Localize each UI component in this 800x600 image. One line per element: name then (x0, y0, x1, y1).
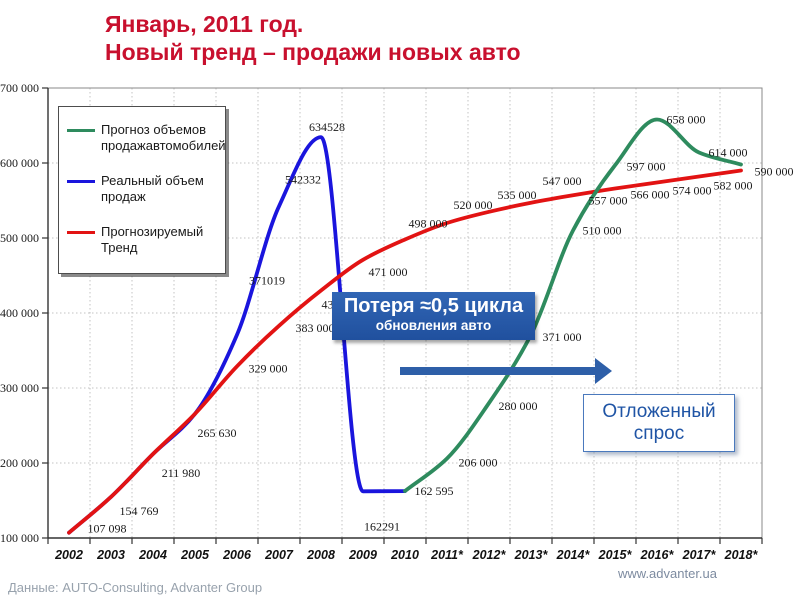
data-label-forecast-line-2010: 162 595 (415, 484, 454, 498)
svg-text:100 000: 100 000 (0, 531, 39, 545)
right-arrow-head (595, 358, 612, 384)
deferred-demand-box: Отложенный спрос (583, 394, 735, 452)
x-tick-2016*: 2016* (640, 548, 675, 562)
data-label-forecast-line-2012*: 280 000 (499, 399, 538, 413)
svg-text:700 000: 700 000 (0, 81, 39, 95)
data-label-trend-line-2016*: 574 000 (673, 184, 712, 198)
legend-label-forecast: Прогноз объемов продажавтомобилей (101, 122, 226, 153)
data-label-forecast-line-2011*: 206 000 (459, 456, 498, 470)
x-tick-2012*: 2012* (472, 548, 507, 562)
svg-text:400 000: 400 000 (0, 306, 39, 320)
svg-text:300 000: 300 000 (0, 381, 39, 395)
forecast-line-swatch (67, 129, 95, 132)
x-tick-2014*: 2014* (556, 548, 591, 562)
data-label-real-sales-line-2006: 371019 (249, 274, 285, 288)
data-label-trend-line-2009: 471 000 (369, 265, 408, 279)
trend-line-swatch (67, 231, 95, 234)
data-label-trend-line-2011*: 520 000 (454, 198, 493, 212)
svg-text:200 000: 200 000 (0, 456, 39, 470)
x-tick-2003: 2003 (96, 548, 125, 562)
x-tick-2011*: 2011* (430, 548, 464, 562)
data-label-trend-line-2018*: 590 000 (755, 165, 794, 179)
real-line-swatch (67, 180, 95, 183)
legend-item-forecast: Прогноз объемов продажавтомобилей (67, 122, 226, 154)
data-label-forecast-line-2014*: 510 000 (583, 224, 622, 238)
data-label-trend-line-2010: 498 000 (409, 217, 448, 231)
slide-title-line1: Январь, 2011 год. (105, 11, 304, 37)
data-label-real-sales-line-2009: 162291 (364, 519, 400, 533)
data-label-real-sales-line-2004: 211 980 (162, 466, 201, 480)
legend-item-real: Реальный объем продаж (67, 173, 219, 205)
data-label-trend-line-2017*: 582 000 (714, 179, 753, 193)
data-label-real-sales-line-2002: 107 098 (88, 522, 127, 536)
data-label-real-sales-line-2008: 634528 (309, 120, 345, 134)
svg-text:500 000: 500 000 (0, 231, 39, 245)
forecast-line (403, 117, 743, 493)
svg-text:600 000: 600 000 (0, 156, 39, 170)
x-tick-2009: 2009 (348, 548, 377, 562)
data-label-real-sales-line-2003: 154 769 (120, 504, 159, 518)
data-label-real-sales-line-2007: 542332 (285, 172, 321, 186)
data-label-trend-line-2014*: 557 000 (589, 193, 628, 207)
data-label-trend-line-2007: 383 000 (296, 321, 335, 335)
website-caption: www.advanter.ua (618, 566, 718, 581)
data-label-forecast-line-2016*: 658 000 (667, 113, 706, 127)
x-tick-2010: 2010 (390, 548, 419, 562)
trend-line (67, 168, 743, 535)
x-tick-2018*: 2018* (724, 548, 759, 562)
data-label-trend-line-2015*: 566 000 (631, 188, 670, 202)
data-label-trend-line-2012*: 535 000 (498, 188, 537, 202)
data-label-trend-line-2006: 329 000 (249, 361, 288, 375)
chart-legend: Прогноз объемов продажавтомобилей Реальн… (58, 106, 226, 274)
legend-label-real: Реальный объем продаж (101, 173, 204, 204)
data-label-forecast-line-2013*: 371 000 (543, 330, 582, 344)
x-tick-2013*: 2013* (514, 548, 549, 562)
deferred-demand-line1: Отложенный (602, 401, 716, 422)
data-source-caption: Данные: AUTO-Consulting, Advanter Group (8, 580, 263, 595)
x-tick-2017*: 2017* (682, 548, 717, 562)
right-arrow-shaft (400, 367, 595, 375)
loss-annotation-line2: обновления авто (375, 318, 492, 333)
loss-annotation-line1: Потеря ≈0,5 цикла (343, 295, 524, 317)
data-label-forecast-line-2015*: 597 000 (627, 159, 666, 173)
x-tick-2006: 2006 (222, 548, 252, 562)
x-tick-2008: 2008 (306, 548, 335, 562)
x-tick-2007: 2007 (264, 548, 294, 562)
data-label-forecast-line-2017*: 614 000 (709, 146, 748, 160)
x-tick-2004: 2004 (138, 548, 167, 562)
slide-title-line2: Новый тренд – продажи новых авто (105, 39, 521, 65)
loss-annotation-box: Потеря ≈0,5 цикла обновления авто (332, 292, 535, 340)
x-tick-2015*: 2015* (598, 548, 633, 562)
slide-title: Январь, 2011 год. Новый тренд – продажи … (105, 10, 521, 66)
legend-label-trend: Прогнозируемый Тренд (101, 224, 204, 255)
data-label-real-sales-line-2005: 265 630 (198, 426, 237, 440)
x-tick-2005: 2005 (180, 548, 210, 562)
data-label-trend-line-2013*: 547 000 (543, 174, 582, 188)
deferred-demand-line2: спрос (633, 423, 685, 444)
legend-item-trend: Прогнозируемый Тренд (67, 224, 219, 256)
x-tick-2002: 2002 (54, 548, 83, 562)
